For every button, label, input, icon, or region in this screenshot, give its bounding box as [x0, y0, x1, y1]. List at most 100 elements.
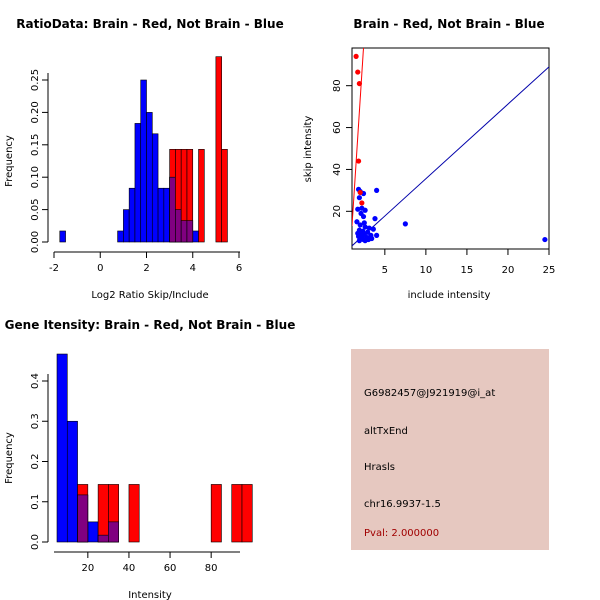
scatter-title: Brain - Red, Not Brain - Blue [353, 17, 544, 31]
ratio-y-tick-label: 0.20 [30, 101, 41, 123]
gene-intensity-bar-overlap [97, 534, 109, 543]
ratio-bar-not-brain [117, 230, 124, 243]
ratio-histogram-panel: RatioData: Brain - Red, Not Brain - Blue… [4, 17, 284, 301]
ratio-x-tick-label: 6 [236, 263, 242, 274]
scatter-point-not-brain [365, 236, 372, 243]
ratio-bar-not-brain [128, 187, 136, 243]
ratio-bar-overlap [175, 209, 182, 243]
gene-intensity-x-tick-label: 40 [123, 563, 136, 574]
ratio-y-tick-label: 0.05 [30, 198, 41, 220]
scatter-point-not-brain [356, 238, 362, 244]
location-text: chr16.9937-1.5 [364, 499, 441, 510]
ratio-bar-not-brain [123, 209, 130, 243]
ratio-bar-brain [198, 149, 205, 243]
scatter-point-brain [355, 69, 361, 75]
gene-intensity-x-label: Intensity [128, 590, 172, 600]
scatter-point-not-brain [372, 216, 378, 222]
gene-intensity-x-ticks: 20 40 60 80 [81, 552, 218, 574]
ratio-bar-not-brain [59, 230, 66, 243]
scatter-trend-line [352, 66, 549, 247]
gene-intensity-bar-overlap [108, 521, 119, 543]
scatter-point-brain [357, 189, 363, 196]
ratio-y-ticks: 0.00 0.05 0.10 0.15 0.20 0.25 [30, 69, 48, 253]
scatter-point-not-brain [357, 222, 363, 228]
gene-intensity-bar-not-brain [66, 420, 78, 543]
gene-intensity-bar-brain [210, 484, 222, 543]
scatter-x-tick-label: 25 [543, 265, 556, 276]
gene-intensity-y-ticks: 0.0 0.1 0.2 0.3 0.4 [30, 373, 48, 550]
gene-intensity-histogram-panel: Gene Itensity: Brain - Red, Not Brain - … [4, 318, 295, 600]
gene-intensity-title: Gene Itensity: Brain - Red, Not Brain - … [5, 318, 296, 332]
gene-intensity-bar-brain [231, 484, 243, 543]
scatter-point-not-brain [366, 225, 372, 231]
ratio-bar-brain [221, 149, 228, 243]
gene-intensity-bar-brain [97, 484, 109, 543]
gene-intensity-bar-overlap [77, 494, 89, 543]
ratio-y-label: Frequency [4, 135, 15, 187]
gene-intensity-x-tick-label: 60 [164, 563, 177, 574]
gene-intensity-y-label: Frequency [4, 432, 15, 484]
info-panel-background [351, 349, 549, 550]
scatter-x-ticks: 5 10 15 20 25 [382, 249, 556, 276]
gene-intensity-x-tick-label: 20 [81, 563, 94, 574]
scatter-point-not-brain [360, 213, 367, 220]
ratio-x-tick-label: 4 [190, 263, 196, 274]
ratio-y-tick-label: 0.00 [30, 231, 41, 253]
ratio-x-tick-label: 2 [143, 263, 149, 274]
scatter-x-tick-label: 10 [420, 265, 433, 276]
scatter-point-brain [359, 200, 365, 206]
scatter-x-tick-label: 15 [461, 265, 474, 276]
scatter-y-ticks: 20 40 60 80 [332, 79, 352, 218]
ratio-x-label: Log2 Ratio Skip/Include [91, 290, 208, 301]
scatter-point-not-brain [374, 232, 380, 238]
ratio-y-tick-label: 0.25 [30, 69, 41, 91]
scatter-point-not-brain [355, 206, 361, 212]
scatter-point-not-brain [354, 219, 360, 225]
gene-intensity-y-tick-label: 0.0 [30, 534, 41, 550]
ratio-bar-not-brain [146, 112, 153, 243]
gene-intensity-bar-not-brain [56, 353, 68, 543]
ratio-y-tick-label: 0.15 [30, 134, 41, 156]
ratio-y-tick-label: 0.10 [30, 166, 41, 188]
scatter-point-brain [353, 53, 359, 59]
scatter-point-not-brain [402, 221, 408, 227]
intensity-scatter-panel: Brain - Red, Not Brain - Blue 5 10 15 20 25 … [303, 17, 555, 301]
gene-intensity-x-tick-label: 80 [205, 563, 218, 574]
ratio-bar-not-brain [163, 187, 170, 243]
scatter-point-not-brain [361, 220, 367, 226]
scatter-point-not-brain [362, 207, 368, 213]
gene-intensity-y-tick-label: 0.3 [30, 413, 41, 429]
ratio-histogram-bars [59, 56, 228, 243]
scatter-point-brain [355, 158, 362, 164]
scatter-point-not-brain [542, 236, 548, 243]
scatter-plot-box [351, 47, 550, 250]
gene-intensity-y-tick-label: 0.2 [30, 454, 41, 470]
scatter-points [353, 53, 548, 244]
scatter-x-tick-label: 5 [382, 265, 388, 276]
scatter-x-tick-label: 20 [502, 265, 515, 276]
ratio-bar-overlap [186, 220, 194, 243]
scatter-y-tick-label: 80 [332, 79, 343, 92]
probe-id-text: G6982457@J921919@i_at [364, 388, 495, 399]
event-type-text: altTxEnd [364, 426, 408, 437]
pval-text: Pval: 2.000000 [364, 528, 439, 539]
gene-intensity-bars [56, 353, 253, 543]
ratio-x-tick-label: 0 [97, 263, 103, 274]
gene-intensity-y-tick-label: 0.4 [30, 373, 41, 389]
ratio-histogram-title: RatioData: Brain - Red, Not Brain - Blue [16, 17, 283, 31]
scatter-point-not-brain [362, 224, 368, 230]
ratio-x-ticks: -2 0 2 4 6 [49, 252, 242, 274]
gene-intensity-bar-brain [128, 484, 140, 543]
ratio-bar-overlap [169, 176, 176, 243]
gene-intensity-y-tick-label: 0.1 [30, 494, 41, 510]
scatter-x-label: include intensity [408, 290, 491, 301]
scatter-y-tick-label: 20 [332, 205, 343, 218]
scatter-trend-line [352, 48, 364, 227]
scatter-y-label: skip intensity [303, 116, 314, 183]
scatter-point-not-brain [356, 195, 362, 201]
ratio-bar-not-brain [140, 79, 147, 243]
scatter-trend-lines [352, 48, 549, 247]
scatter-y-tick-label: 40 [332, 163, 343, 176]
scatter-point-not-brain [370, 226, 376, 232]
